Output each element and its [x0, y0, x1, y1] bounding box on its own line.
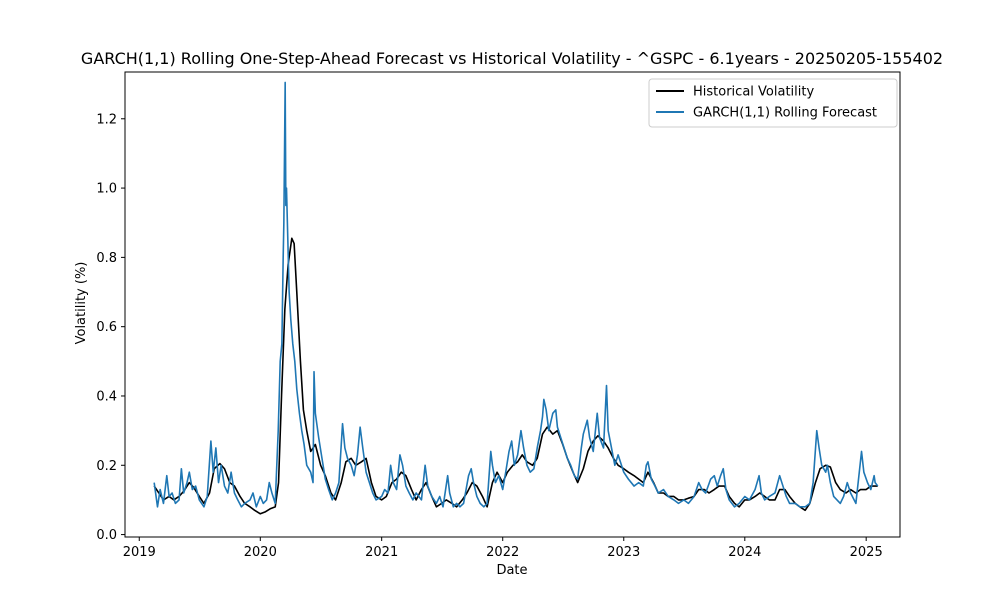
y-tick-label: 0.8	[96, 251, 117, 266]
x-tick-label: 2020	[244, 545, 277, 560]
x-tick-label: 2024	[728, 545, 761, 560]
legend-label: Historical Volatility	[693, 85, 814, 100]
y-tick-label: 1.0	[96, 182, 117, 197]
legend-box	[648, 78, 898, 128]
x-tick-label: 2019	[123, 545, 156, 560]
y-tick-label: 0.0	[96, 528, 117, 543]
y-axis-title: Volatility (%)	[74, 262, 89, 345]
y-tick-label: 0.4	[96, 389, 117, 404]
x-axis-title: Date	[496, 563, 527, 578]
x-tick-label: 2025	[850, 545, 883, 560]
chart-title: GARCH(1,1) Rolling One-Step-Ahead Foreca…	[81, 49, 943, 68]
series-line-garch-forecast	[153, 81, 879, 508]
legend: Historical Volatility GARCH(1,1) Rolling …	[648, 78, 898, 128]
x-tick-label: 2022	[486, 545, 519, 560]
y-tick-label: 0.2	[96, 459, 117, 474]
x-tick-label: 2021	[365, 545, 398, 560]
y-tick-label: 1.2	[96, 112, 117, 127]
x-tick-label: 2023	[607, 545, 640, 560]
y-tick-label: 0.6	[96, 320, 117, 335]
legend-label: GARCH(1,1) Rolling Forecast	[693, 106, 877, 121]
plot-area-frame	[124, 71, 901, 538]
